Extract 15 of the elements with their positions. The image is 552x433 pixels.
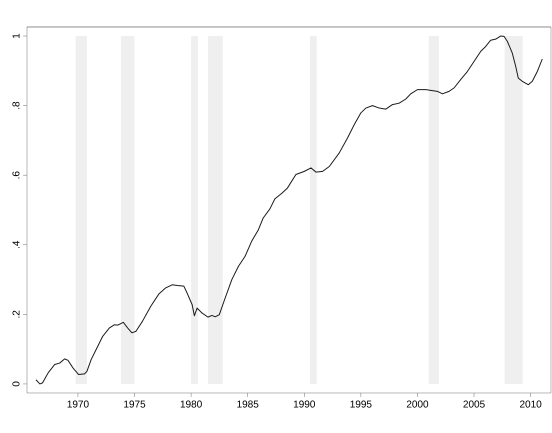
x-tick-label: 1995 [350, 400, 372, 408]
x-tick-label: 1980 [180, 400, 202, 408]
y-tick-label: .8 [12, 102, 20, 109]
y-tick-label: .4 [12, 240, 20, 248]
x-tick-label: 2010 [520, 400, 542, 408]
y-tick-label: .6 [12, 171, 20, 178]
y-tick-label: 0 [12, 382, 20, 386]
x-tick-label: 1985 [237, 400, 258, 408]
x-tick-label: 2000 [406, 400, 428, 408]
x-tick-label: 1975 [124, 400, 146, 408]
y-tick-label: 1 [12, 34, 20, 38]
y-tick-label: .2 [12, 310, 20, 318]
x-tick-label: 1990 [294, 400, 316, 408]
x-tick-label: 1970 [68, 400, 89, 408]
x-tick-label: 2005 [463, 400, 485, 408]
